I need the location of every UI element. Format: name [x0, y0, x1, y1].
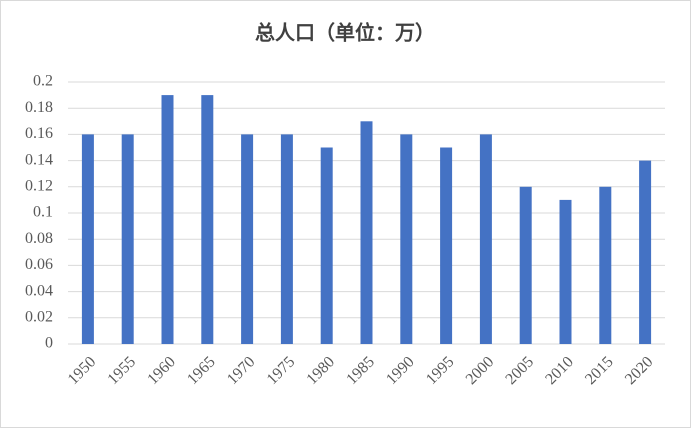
bar	[360, 121, 373, 344]
y-tick-label: 0.08	[25, 230, 53, 247]
bar	[559, 199, 572, 344]
bar	[201, 95, 214, 344]
y-tick-label: 0.2	[33, 73, 53, 90]
bar	[599, 186, 612, 344]
y-tick-label: 0.12	[25, 177, 53, 194]
y-tick-label: 0.1	[33, 204, 53, 221]
y-tick-label: 0.14	[25, 151, 53, 168]
bar	[320, 147, 333, 344]
y-tick-label: 0.06	[25, 256, 53, 273]
bar	[519, 186, 532, 344]
bar	[121, 134, 134, 344]
chart-title: 总人口（单位：万）	[255, 21, 435, 45]
bar	[639, 160, 652, 344]
bar	[440, 147, 453, 344]
y-tick-label: 0.04	[25, 282, 53, 299]
y-tick-label: 0	[45, 335, 53, 352]
y-tick-label: 0.16	[25, 125, 53, 142]
bar	[400, 134, 413, 344]
bar	[81, 134, 94, 344]
bar	[280, 134, 293, 344]
bar	[161, 95, 174, 344]
bar	[479, 134, 492, 344]
bar	[241, 134, 254, 344]
y-tick-label: 0.02	[25, 308, 53, 325]
y-tick-label: 0.18	[25, 99, 53, 116]
